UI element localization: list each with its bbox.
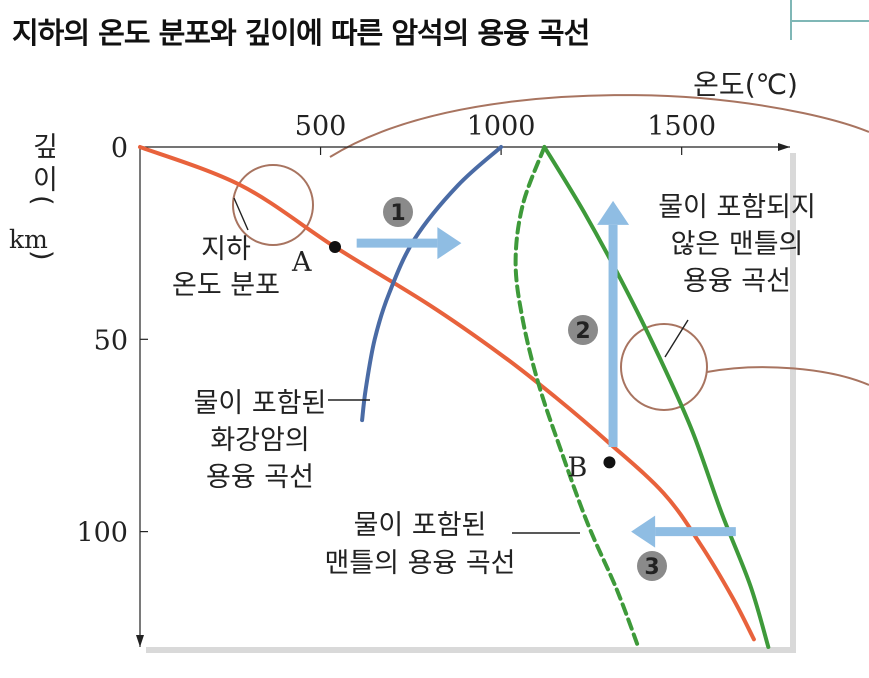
y-axis-label-part: 깊 (33, 132, 58, 163)
step-number-1: 1 (390, 201, 405, 226)
y-axis-label-part: ) (26, 250, 57, 261)
annotation-dry_mantle: 않은 맨틀의 (671, 229, 804, 260)
title-divider-line (790, 20, 869, 22)
y-axis-arrowhead (136, 635, 144, 647)
point-label-A: A (291, 247, 312, 278)
step-badge-3 (637, 551, 667, 581)
step-badge-1 (383, 197, 413, 227)
step-number-3: 3 (644, 555, 659, 580)
step-number-2: 2 (575, 319, 590, 344)
y-axis-label-part: 이 (33, 165, 58, 196)
page-title: 지하의 온도 분포와 깊이에 따른 암석의 용융 곡선 (12, 16, 590, 50)
step-arrowhead-1 (437, 227, 462, 260)
step-arrowhead-2 (597, 200, 630, 225)
x-axis-arrowhead (778, 143, 790, 151)
plot-area (140, 147, 790, 647)
y-axis-label-part: ( (26, 195, 57, 206)
callout-arc-right (706, 366, 869, 386)
annotation-wet_mantle: 맨틀의 용융 곡선 (324, 548, 515, 579)
point-label-B: B (567, 452, 587, 483)
x-axis-label: 온도(℃) (693, 68, 798, 101)
annotation-dry_mantle: 용융 곡선 (683, 266, 791, 297)
series-line-wet_mantle (513, 145, 641, 649)
y-tick-label: 0 (111, 133, 128, 164)
point-marker-A (329, 241, 341, 253)
leader-dry-mantle (664, 319, 689, 358)
annotation-wet_granite: 화강암의 (210, 425, 309, 456)
callout-circle-mantle (620, 323, 708, 411)
series-line-geotherm (138, 145, 756, 642)
annotation-geotherm: 온도 분포 (172, 270, 280, 301)
callout-circle-geotherm (232, 164, 314, 246)
annotation-geotherm: 지하 (201, 234, 251, 265)
callout-arc-top (329, 94, 869, 158)
x-tick-label: 500 (295, 111, 347, 142)
y-axis-label-part: km (9, 225, 48, 254)
annotation-wet_granite: 용융 곡선 (206, 462, 314, 493)
annotation-dry_mantle: 물이 포함되지 (658, 192, 816, 223)
leader-geotherm (233, 197, 249, 231)
series-line-dry_mantle (542, 145, 771, 649)
step-arrowhead-3 (631, 515, 656, 548)
x-tick-label: 1000 (467, 111, 536, 142)
step-badge-2 (568, 315, 598, 345)
annotation-wet_mantle: 물이 포함된 (354, 510, 487, 541)
annotation-wet_granite: 물이 포함된 (194, 388, 327, 419)
series-line-wet_granite (360, 145, 504, 423)
x-tick-label: 1500 (647, 111, 716, 142)
y-tick-label: 100 (76, 518, 128, 549)
point-marker-B (603, 456, 616, 469)
y-tick-label: 50 (94, 325, 128, 356)
